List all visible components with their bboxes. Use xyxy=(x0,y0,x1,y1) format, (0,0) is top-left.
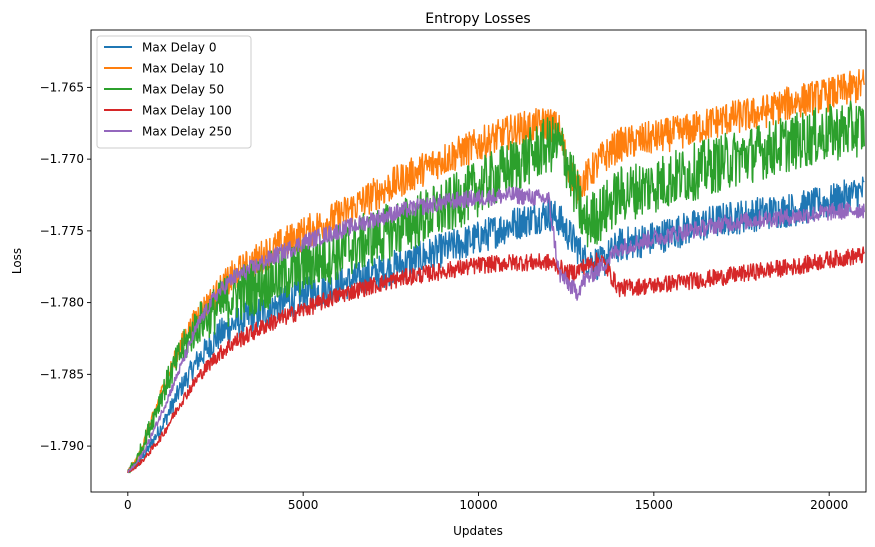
y-tick-label: −1.785 xyxy=(40,367,84,381)
series-line-3 xyxy=(127,246,865,474)
x-axis-label: Updates xyxy=(453,524,503,538)
chart-title: Entropy Losses xyxy=(425,11,530,27)
x-tick-label: 15000 xyxy=(635,498,673,512)
x-tick-label: 10000 xyxy=(459,498,497,512)
legend-label: Max Delay 50 xyxy=(142,83,224,97)
legend-label: Max Delay 0 xyxy=(142,41,216,55)
legend-label: Max Delay 10 xyxy=(142,62,224,76)
x-axis: 0 5000 10000 15000 20000 xyxy=(124,492,848,512)
legend-label: Max Delay 100 xyxy=(142,104,232,118)
y-tick-label: −1.780 xyxy=(40,296,84,310)
legend-label: Max Delay 250 xyxy=(142,125,232,139)
legend: Max Delay 0 Max Delay 10 Max Delay 50 Max D… xyxy=(96,35,252,149)
y-tick-label: −1.770 xyxy=(40,152,84,166)
lines-layer xyxy=(127,69,865,474)
x-tick-label: 20000 xyxy=(810,498,848,512)
x-tick-label: 0 xyxy=(124,498,132,512)
legend-box xyxy=(96,35,252,149)
y-axis-label: Loss xyxy=(10,248,24,274)
series-line-4 xyxy=(127,186,865,473)
y-tick-label: −1.790 xyxy=(40,439,84,453)
y-tick-label: −1.775 xyxy=(40,224,84,238)
y-tick-label: −1.765 xyxy=(40,80,84,94)
series-line-2 xyxy=(127,100,865,474)
y-axis: −1.790 −1.785 −1.780 −1.775 −1.770 −1.765 xyxy=(40,80,91,453)
x-tick-label: 5000 xyxy=(288,498,319,512)
